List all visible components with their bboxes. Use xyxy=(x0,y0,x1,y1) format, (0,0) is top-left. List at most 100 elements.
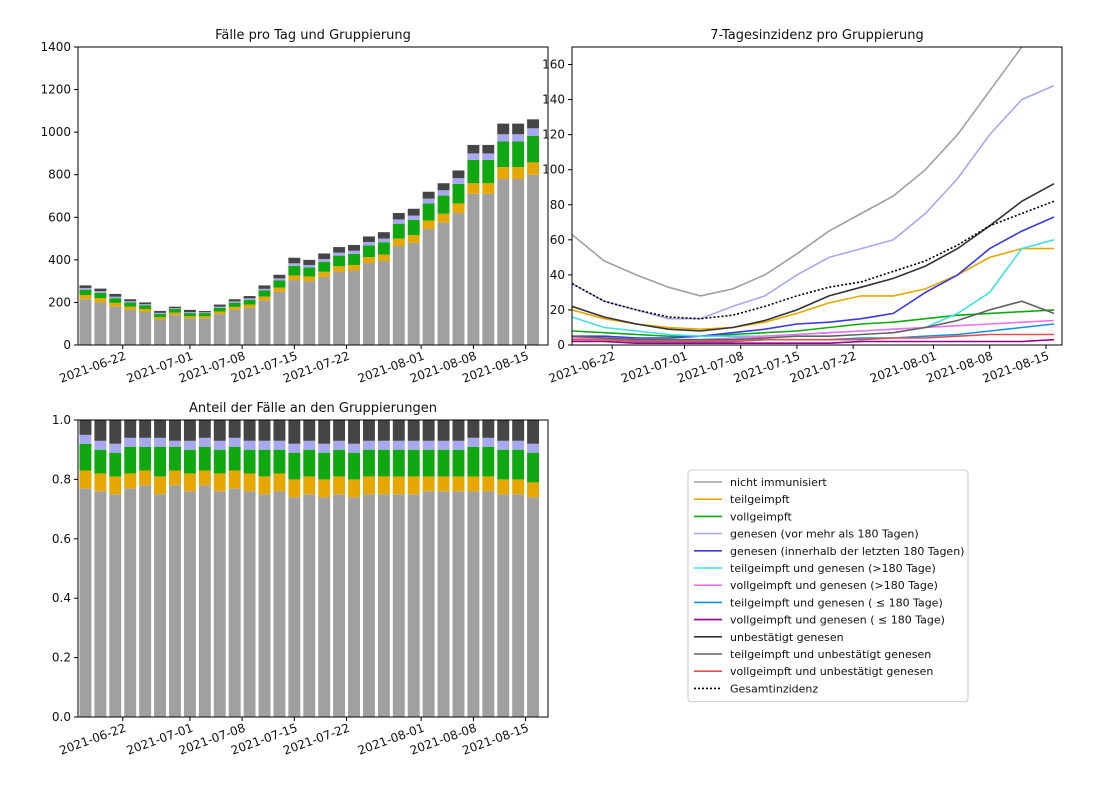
bar-segment xyxy=(154,312,167,314)
bar-segment xyxy=(288,443,301,453)
bar-segment xyxy=(258,476,271,495)
bar-segment xyxy=(333,494,346,717)
bar-segment xyxy=(467,476,480,492)
bar-segment xyxy=(198,316,211,319)
bar-segment xyxy=(467,446,480,477)
bar-segment xyxy=(348,270,360,345)
bar-segment xyxy=(213,440,226,450)
bar-segment xyxy=(169,420,181,441)
bar-segment xyxy=(467,437,480,447)
bar-segment xyxy=(482,491,495,717)
bar-segment xyxy=(392,440,405,450)
bar-segment xyxy=(527,420,540,444)
bar-segment xyxy=(169,309,181,313)
bar-segment xyxy=(243,473,256,492)
bar-segment xyxy=(362,236,375,242)
bar-segment xyxy=(527,128,540,136)
bar-segment xyxy=(124,437,137,447)
bar-segment xyxy=(198,470,211,486)
bar-segment xyxy=(377,420,390,441)
bar-segment xyxy=(169,312,181,316)
bar-segment xyxy=(228,309,241,345)
bar-segment xyxy=(228,299,241,302)
bar-segment xyxy=(213,420,226,441)
bar-segment xyxy=(169,315,181,345)
bar-segment xyxy=(333,449,346,477)
bar-segment xyxy=(362,241,375,246)
bar-segment xyxy=(94,291,107,293)
legend-label: vollgeimpft und unbestätigt genesen xyxy=(730,665,933,678)
bar-segment xyxy=(422,191,435,199)
bar-segment xyxy=(288,420,301,444)
bar-segment xyxy=(213,314,226,345)
bar-segment xyxy=(109,306,122,345)
plot-area xyxy=(79,119,540,345)
bar-segment xyxy=(318,497,331,717)
axes-frame xyxy=(77,46,549,346)
bar-segment xyxy=(303,264,316,268)
bar-segment xyxy=(79,470,92,489)
bar-segment xyxy=(422,420,435,441)
bar-segment xyxy=(348,244,360,251)
bar-segment xyxy=(333,255,346,267)
legend-label: teilgeimpft xyxy=(730,493,790,506)
y-tick-label: 1.0 xyxy=(52,413,71,427)
series-line xyxy=(572,309,1055,338)
bar-segment xyxy=(422,440,435,450)
bar-segment xyxy=(362,494,375,717)
bar-segment xyxy=(109,452,122,477)
legend-box xyxy=(687,469,969,703)
bar-segment xyxy=(258,290,271,297)
bar-segment xyxy=(377,260,390,345)
bar-segment xyxy=(482,476,495,492)
bar-segment xyxy=(139,302,152,305)
bar-segment xyxy=(124,420,137,438)
bar-segment xyxy=(527,482,540,498)
bar-segment xyxy=(497,494,510,717)
bar-segment xyxy=(303,259,316,265)
bar-segment xyxy=(139,305,152,310)
bar-segment xyxy=(198,318,211,345)
bar-segment xyxy=(407,420,420,441)
y-tick-label: 1400 xyxy=(40,40,71,54)
bar-segment xyxy=(392,223,405,239)
bar-segment xyxy=(258,420,271,441)
bar-segment xyxy=(348,253,360,265)
bar-segment xyxy=(183,473,196,492)
bar-segment xyxy=(183,440,196,450)
bar-segment xyxy=(303,476,316,495)
bar-segment xyxy=(452,476,465,492)
bar-segment xyxy=(94,449,107,474)
bar-segment xyxy=(318,261,331,272)
bar-segment xyxy=(243,440,256,450)
bar-segment xyxy=(333,252,346,256)
bar-segment xyxy=(437,440,450,450)
bar-segment xyxy=(467,193,480,345)
bar-segment xyxy=(333,271,346,345)
bar-segment xyxy=(497,141,510,168)
legend-label: teilgeimpft und unbestätigt genesen xyxy=(730,648,931,661)
series-line xyxy=(572,182,1055,332)
bar-segment xyxy=(512,178,525,345)
bar-segment xyxy=(109,302,122,307)
bar-segment xyxy=(333,440,346,450)
bar-segment xyxy=(362,257,375,264)
bar-segment xyxy=(183,491,196,717)
bar-segment xyxy=(139,312,152,345)
bar-segment xyxy=(377,440,390,450)
bar-segment xyxy=(258,288,271,291)
y-tick-label: 400 xyxy=(48,253,71,267)
bar-segment xyxy=(452,449,465,477)
bar-segment xyxy=(79,287,92,290)
bar-segment xyxy=(79,420,92,435)
chart-title: 7-Tagesinzidenz pro Gruppierung xyxy=(710,28,924,43)
bar-segment xyxy=(377,254,390,261)
bar-segment xyxy=(333,266,346,272)
bar-segment xyxy=(482,144,495,154)
bar-segment xyxy=(94,491,107,717)
bar-segment xyxy=(154,494,167,717)
bar-segment xyxy=(124,446,137,474)
bar-segment xyxy=(437,476,450,492)
bar-segment xyxy=(392,219,405,224)
series-line xyxy=(572,84,1055,320)
